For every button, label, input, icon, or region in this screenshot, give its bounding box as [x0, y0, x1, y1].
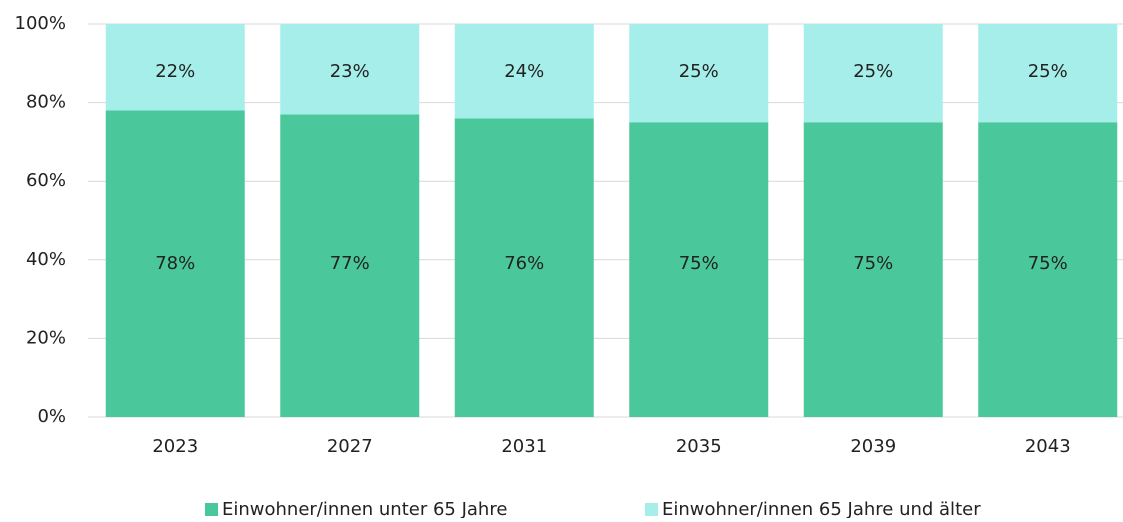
x-tick-label: 2043 — [1025, 436, 1071, 457]
y-tick-label: 60% — [26, 170, 66, 191]
bar-segment — [280, 114, 420, 417]
bar-segment — [280, 24, 420, 115]
x-tick-label: 2035 — [676, 436, 722, 457]
y-tick-label: 40% — [26, 249, 66, 270]
x-tick-label: 2027 — [327, 436, 373, 457]
data-label: 77% — [330, 253, 370, 274]
y-tick-label: 100% — [15, 13, 66, 34]
y-tick-label: 80% — [26, 92, 66, 113]
legend-swatch — [205, 503, 218, 516]
data-label: 25% — [853, 61, 893, 82]
bar-segment — [629, 122, 769, 417]
data-label: 23% — [330, 61, 370, 82]
bar-segment — [803, 24, 943, 123]
data-label: 78% — [155, 253, 195, 274]
bar-segment — [803, 122, 943, 417]
y-tick-label: 0% — [37, 406, 66, 427]
legend-label: Einwohner/innen unter 65 Jahre — [222, 499, 507, 518]
x-tick-label: 2039 — [850, 436, 896, 457]
data-label: 25% — [1028, 61, 1068, 82]
bar-segment — [629, 24, 769, 123]
bar-segment — [105, 110, 245, 418]
legend-label: Einwohner/innen 65 Jahre und älter — [662, 499, 981, 518]
bar-segment — [454, 24, 594, 119]
y-tick-label: 20% — [26, 327, 66, 348]
x-tick-label: 2023 — [152, 436, 198, 457]
data-label: 75% — [679, 253, 719, 274]
data-label: 75% — [1028, 253, 1068, 274]
bar-segment — [978, 24, 1118, 123]
bar-segment — [105, 24, 245, 111]
bar-segment — [454, 118, 594, 417]
legend-swatch — [645, 503, 658, 516]
data-label: 76% — [504, 253, 544, 274]
x-tick-label: 2031 — [501, 436, 547, 457]
bar-segment — [978, 122, 1118, 417]
data-label: 75% — [853, 253, 893, 274]
data-label: 25% — [679, 61, 719, 82]
data-label: 24% — [504, 61, 544, 82]
data-label: 22% — [155, 61, 195, 82]
